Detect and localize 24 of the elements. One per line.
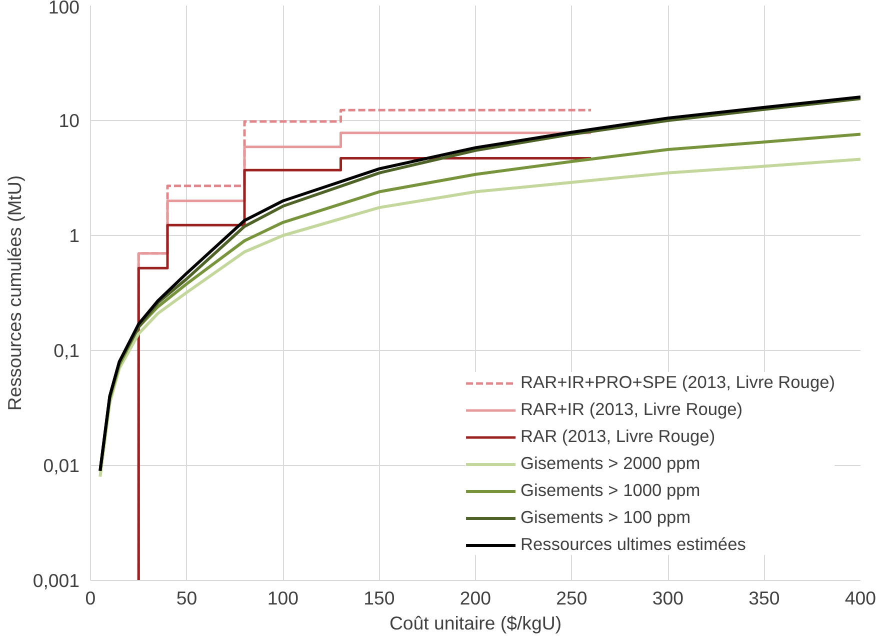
x-axis-title: Coût unitaire ($/kgU) <box>389 612 562 634</box>
y-tick-label: 0,1 <box>54 340 80 361</box>
legend-label: RAR+IR (2013, Livre Rouge) <box>520 399 743 420</box>
legend-label: Gisements > 1000 ppm <box>520 480 700 501</box>
y-tick-label: 0,01 <box>43 455 80 476</box>
y-tick-label: 0,001 <box>32 570 80 591</box>
x-tick-label: 0 <box>85 588 96 608</box>
x-tick-label: 200 <box>460 588 492 608</box>
x-tick-label: 100 <box>267 588 299 608</box>
x-tick-label: 400 <box>844 588 876 608</box>
x-tick-label: 50 <box>176 588 198 608</box>
x-tick-label: 250 <box>556 588 588 608</box>
legend-label: Gisements > 2000 ppm <box>520 453 700 474</box>
legend-label: RAR (2013, Livre Rouge) <box>520 426 716 447</box>
y-tick-label: 100 <box>48 0 80 18</box>
x-tick-label: 300 <box>652 588 684 608</box>
y-axis-title: Ressources cumulées (MtU) <box>4 175 25 411</box>
y-tick-label: 10 <box>58 110 80 131</box>
legend-label: Gisements > 100 ppm <box>520 507 691 528</box>
y-tick-label: 1 <box>69 225 80 246</box>
legend-label: RAR+IR+PRO+SPE (2013, Livre Rouge) <box>520 372 835 393</box>
x-tick-label: 150 <box>364 588 395 608</box>
x-tick-label: 350 <box>748 588 780 608</box>
legend-label: Ressources ultimes estimées <box>520 534 746 555</box>
